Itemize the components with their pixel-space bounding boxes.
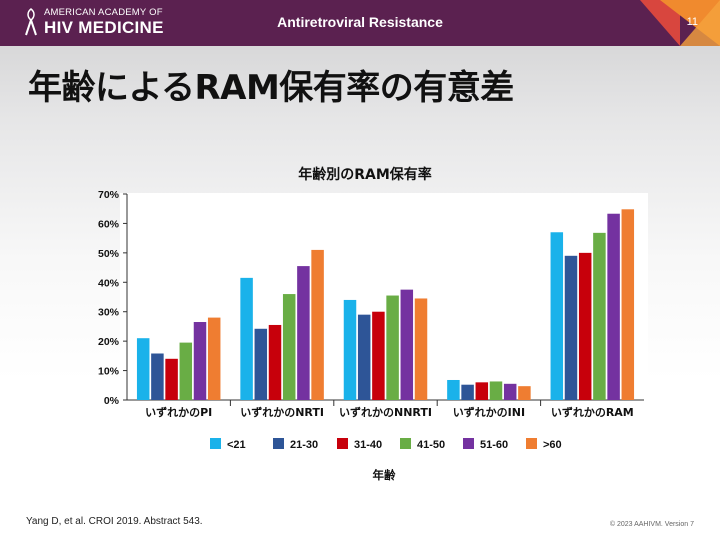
bar: [386, 295, 399, 400]
bar: [447, 379, 460, 400]
header-title: Antiretroviral Resistance: [277, 14, 443, 30]
y-tick-label: 0%: [104, 395, 120, 407]
bar: [268, 324, 282, 400]
slide-title: 年齢によるRAM保有率の有意差: [28, 68, 514, 108]
chart-title: 年齢別のRAM保有率: [298, 166, 432, 183]
bar: [489, 381, 503, 400]
bar: [414, 298, 428, 400]
slide-number: 11: [686, 16, 698, 28]
bar: [165, 358, 178, 400]
bar: [518, 386, 531, 400]
bar: [254, 328, 268, 400]
bar: [621, 209, 635, 400]
bar: [593, 232, 606, 400]
bar: [400, 289, 414, 400]
x-tick-label: いずれかのNNRTI: [339, 405, 432, 419]
bar: [607, 213, 620, 400]
legend-swatch: [463, 438, 474, 449]
legend-label: 21-30: [290, 439, 318, 451]
bar: [578, 252, 592, 400]
copyright: © 2023 AAHIVM. Version 7: [609, 521, 694, 528]
bar: [193, 322, 207, 400]
y-tick-label: 70%: [98, 189, 120, 201]
bar: [357, 314, 371, 400]
x-tick-label: いずれかのRAM: [551, 405, 634, 419]
y-tick-label: 20%: [98, 336, 120, 348]
bar: [503, 383, 517, 400]
bar: [136, 338, 150, 400]
bar: [240, 277, 253, 400]
legend-swatch: [273, 438, 284, 449]
header-bar: AMERICAN ACADEMY OF HIV MEDICINE Antiret…: [0, 0, 720, 46]
bar: [550, 232, 564, 400]
bar: [372, 311, 385, 400]
bar: [475, 382, 489, 400]
x-axis-label: 年齢: [373, 468, 396, 482]
x-tick-label: いずれかのPI: [145, 405, 212, 419]
legend-swatch: [400, 438, 411, 449]
y-tick-label: 40%: [98, 277, 120, 289]
legend-swatch: [210, 438, 221, 449]
legend-label: 41-50: [417, 439, 445, 451]
bar: [564, 255, 578, 400]
org-name-line2: HIV MEDICINE: [44, 18, 164, 37]
y-tick-label: 50%: [98, 248, 120, 260]
y-tick-label: 60%: [98, 218, 120, 230]
legend-swatch: [526, 438, 537, 449]
bar: [207, 317, 221, 400]
bar: [461, 384, 474, 400]
x-tick-label: いずれかのINI: [453, 405, 525, 419]
legend-swatch: [337, 438, 348, 449]
bar: [151, 353, 164, 400]
bar: [179, 342, 193, 400]
ribbon-icon: [25, 8, 37, 36]
y-tick-label: 30%: [98, 307, 120, 319]
y-tick-label: 10%: [98, 366, 120, 378]
legend-label: <21: [227, 439, 246, 451]
header-decoration: [680, 0, 720, 46]
citation: Yang D, et al. CROI 2019. Abstract 543.: [26, 516, 203, 527]
x-tick-label: いずれかのNRTI: [240, 405, 324, 419]
bar: [343, 299, 357, 400]
legend-label: 51-60: [480, 439, 508, 451]
legend-label: 31-40: [354, 439, 382, 451]
bar: [311, 249, 324, 400]
legend-label: >60: [543, 439, 562, 451]
bar: [282, 294, 296, 400]
bar: [297, 266, 310, 400]
org-name-line1: AMERICAN ACADEMY OF: [44, 7, 163, 18]
